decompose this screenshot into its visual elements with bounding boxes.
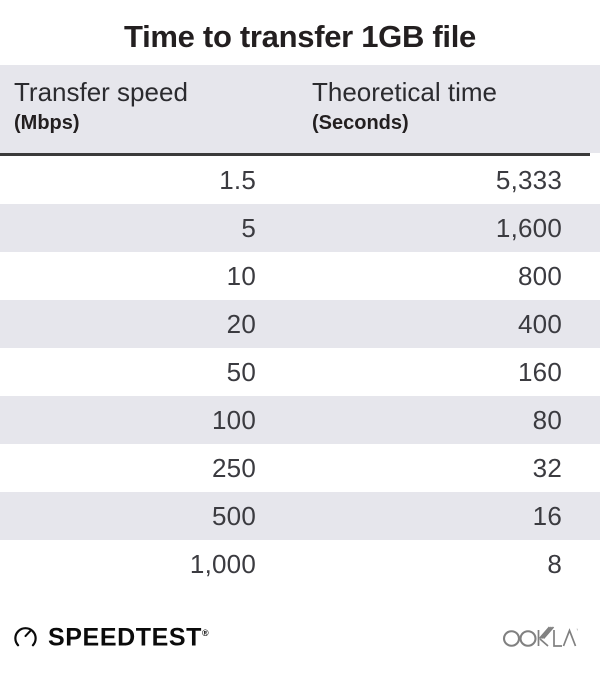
speedtest-trademark-symbol: ® — [202, 628, 209, 638]
table-row: 1,000 8 — [0, 540, 600, 588]
table-row: 20 400 — [0, 300, 600, 348]
table-row: 50 160 — [0, 348, 600, 396]
table-row: 100 80 — [0, 396, 600, 444]
speedtest-logo: SPEEDTEST® — [12, 621, 209, 650]
table-row: 1.5 5,333 — [0, 156, 600, 204]
cell-theoretical-time: 16 — [532, 500, 562, 531]
cell-theoretical-time: 80 — [532, 404, 562, 435]
speedtest-wordmark: SPEEDTEST® — [48, 621, 209, 650]
cell-theoretical-time: 160 — [518, 356, 562, 387]
table-row: 10 800 — [0, 252, 600, 300]
cell-theoretical-time: 800 — [518, 260, 562, 291]
cell-theoretical-time: 5,333 — [495, 164, 562, 195]
column-header-theoretical-time-name: Theoretical time — [312, 77, 497, 107]
cell-transfer-speed: 500 — [212, 500, 256, 531]
cell-transfer-speed: 100 — [212, 404, 256, 435]
header-divider-row — [0, 153, 600, 156]
cell-transfer-speed: 20 — [226, 308, 256, 339]
column-header-theoretical-time-unit: (Seconds) — [312, 112, 409, 134]
column-header-transfer-speed-unit: (Mbps) — [14, 112, 80, 134]
table-row: 250 32 — [0, 444, 600, 492]
cell-theoretical-time: 400 — [518, 308, 562, 339]
cell-transfer-speed: 50 — [226, 356, 256, 387]
table-body: 1.5 5,333 5 1,600 10 800 20 400 50 160 1… — [0, 156, 600, 588]
page-title: Time to transfer 1GB file — [124, 19, 476, 54]
transfer-time-table: Transfer speed (Mbps) Theoretical time (… — [0, 65, 600, 588]
cell-theoretical-time: 32 — [532, 452, 562, 483]
cell-transfer-speed: 1,000 — [189, 548, 256, 579]
header-divider-rule — [0, 153, 590, 156]
cell-transfer-speed: 5 — [241, 212, 256, 243]
cell-transfer-speed: 10 — [226, 260, 256, 291]
speedometer-gauge-icon — [12, 622, 39, 649]
column-header-transfer-speed: Transfer speed (Mbps) — [0, 65, 300, 153]
table-header: Transfer speed (Mbps) Theoretical time (… — [0, 65, 600, 156]
header-divider-cell — [0, 153, 600, 156]
column-header-transfer-speed-name: Transfer speed — [14, 77, 188, 107]
column-header-theoretical-time: Theoretical time (Seconds) — [300, 65, 600, 153]
cell-transfer-speed: 1.5 — [219, 164, 256, 195]
table-row: 5 1,600 — [0, 204, 600, 252]
cell-theoretical-time: 1,600 — [495, 212, 562, 243]
speedtest-wordmark-text: SPEEDTEST — [48, 623, 203, 652]
ookla-logo: ™ OOKLA — [502, 623, 578, 649]
table-row: 500 16 — [0, 492, 600, 540]
cell-theoretical-time: 8 — [547, 548, 562, 579]
table-header-row: Transfer speed (Mbps) Theoretical time (… — [0, 65, 600, 153]
ookla-trademark-symbol: ™ — [576, 628, 578, 633]
footer: SPEEDTEST® ™ — [0, 605, 600, 677]
cell-transfer-speed: 250 — [212, 452, 256, 483]
